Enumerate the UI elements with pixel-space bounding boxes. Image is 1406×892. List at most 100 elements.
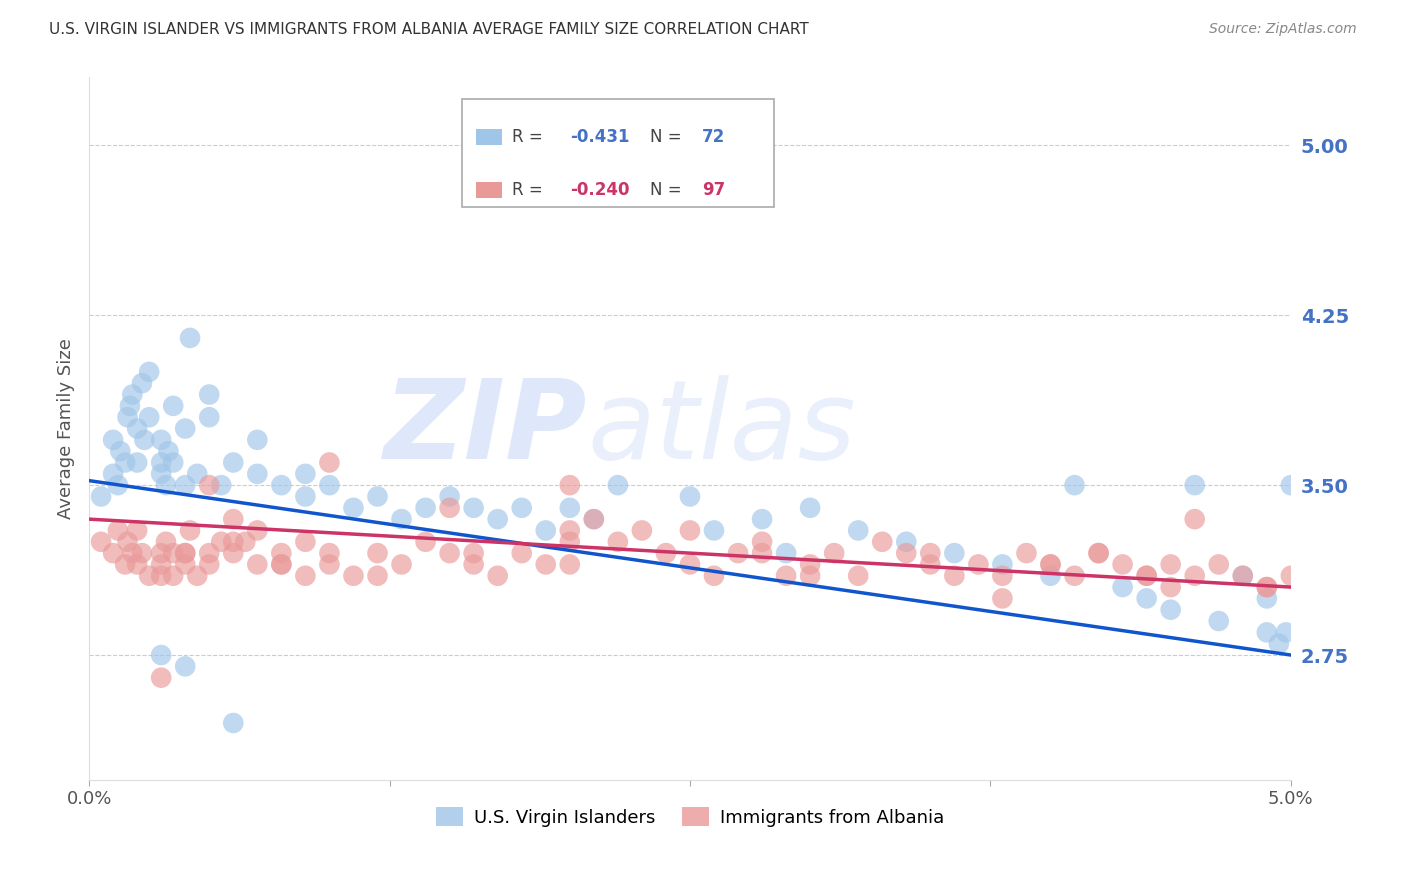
Point [1208, 558, 1230, 572]
Point [174, 659, 197, 673]
Point [155, 534, 177, 549]
Point [727, 546, 749, 560]
Legend: U.S. Virgin Islanders, Immigrants from Albania: U.S. Virgin Islanders, Immigrants from A… [429, 800, 952, 834]
Point [222, 546, 245, 560]
Point [198, 558, 221, 572]
Point [90, 490, 112, 504]
Point [90, 534, 112, 549]
Point [117, 534, 139, 549]
Point [703, 568, 725, 582]
Point [127, 558, 149, 572]
Point [121, 387, 143, 401]
Point [1039, 558, 1062, 572]
Point [991, 591, 1014, 606]
Text: U.S. VIRGIN ISLANDER VS IMMIGRANTS FROM ALBANIA AVERAGE FAMILY SIZE CORRELATION : U.S. VIRGIN ISLANDER VS IMMIGRANTS FROM … [49, 22, 808, 37]
Point [150, 467, 173, 481]
Point [799, 500, 821, 515]
Text: Source: ZipAtlas.com: Source: ZipAtlas.com [1209, 22, 1357, 37]
Point [162, 456, 184, 470]
Point [991, 558, 1014, 572]
Bar [477, 129, 502, 145]
Text: N =: N = [651, 128, 688, 146]
Point [870, 534, 893, 549]
Text: N =: N = [651, 181, 688, 199]
Point [1208, 614, 1230, 628]
Text: -0.240: -0.240 [569, 181, 630, 199]
Point [415, 534, 437, 549]
Text: atlas: atlas [588, 375, 856, 482]
Point [127, 524, 149, 538]
Point [1184, 512, 1206, 526]
Point [117, 410, 139, 425]
Point [131, 546, 153, 560]
Point [1279, 478, 1302, 492]
Point [101, 433, 124, 447]
Point [366, 546, 388, 560]
Point [1039, 558, 1062, 572]
Point [439, 546, 461, 560]
Point [558, 478, 581, 492]
Point [991, 568, 1014, 582]
Point [198, 410, 221, 425]
Point [846, 524, 869, 538]
Point [222, 456, 245, 470]
Point [1256, 580, 1278, 594]
Point [1063, 568, 1085, 582]
Point [174, 546, 197, 560]
Point [1184, 478, 1206, 492]
Point [1268, 637, 1291, 651]
Point [138, 568, 160, 582]
Point [222, 534, 245, 549]
Point [1256, 625, 1278, 640]
Point [1111, 558, 1133, 572]
Point [318, 546, 340, 560]
Point [896, 534, 918, 549]
Point [246, 433, 269, 447]
Point [463, 558, 485, 572]
Text: 72: 72 [702, 128, 725, 146]
Point [1039, 568, 1062, 582]
Point [846, 568, 869, 582]
Point [558, 524, 581, 538]
Point [246, 524, 269, 538]
Point [107, 524, 129, 538]
Point [799, 568, 821, 582]
Point [174, 478, 197, 492]
Point [558, 558, 581, 572]
Point [679, 524, 702, 538]
Point [150, 456, 173, 470]
Point [118, 399, 141, 413]
Point [270, 558, 292, 572]
Point [1087, 546, 1109, 560]
Point [107, 478, 129, 492]
Point [967, 558, 990, 572]
Point [270, 478, 292, 492]
Point [150, 558, 173, 572]
Text: ZIP: ZIP [384, 375, 588, 482]
Point [679, 558, 702, 572]
Point [179, 331, 201, 345]
Point [534, 558, 557, 572]
Point [558, 500, 581, 515]
Point [1087, 546, 1109, 560]
Point [1111, 580, 1133, 594]
Point [606, 478, 628, 492]
Point [486, 512, 509, 526]
Point [150, 671, 173, 685]
Point [121, 546, 143, 560]
Point [318, 456, 340, 470]
Point [131, 376, 153, 391]
Point [486, 568, 509, 582]
Point [150, 568, 173, 582]
Point [270, 558, 292, 572]
Point [162, 568, 184, 582]
Point [1136, 591, 1159, 606]
Point [150, 648, 173, 662]
Point [943, 568, 966, 582]
Bar [477, 182, 502, 197]
Point [366, 568, 388, 582]
Point [209, 478, 232, 492]
Point [174, 558, 197, 572]
Point [415, 500, 437, 515]
Point [1160, 580, 1182, 594]
